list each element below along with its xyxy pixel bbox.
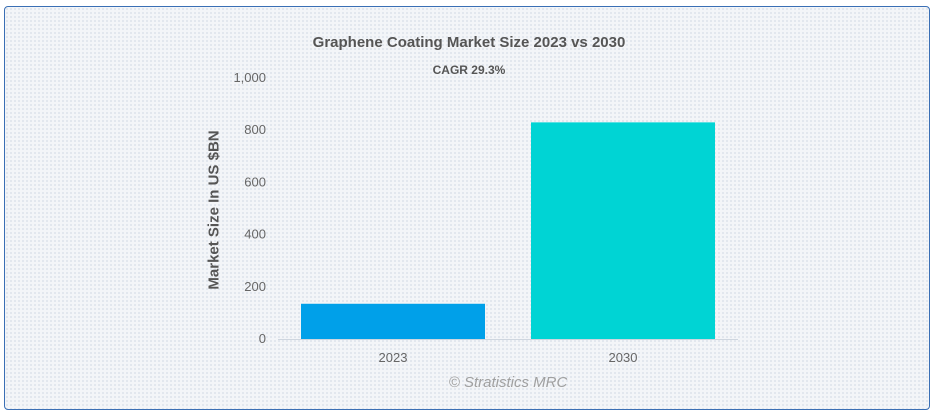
y-tick-label: 200: [244, 279, 266, 294]
y-axis-ticks: 0 200 400 600 800 1,000: [233, 70, 266, 346]
y-tick-label: 400: [244, 227, 266, 242]
y-tick-label: 0: [259, 331, 266, 346]
x-tick-label: 2023: [379, 350, 408, 365]
x-axis-ticks: 2023 2030: [379, 350, 638, 365]
y-tick-label: 600: [244, 174, 266, 189]
chart-subtitle: CAGR 29.3%: [432, 63, 506, 77]
y-tick-label: 1,000: [233, 70, 266, 85]
bars: [301, 122, 715, 340]
chart-title: Graphene Coating Market Size 2023 vs 203…: [312, 34, 626, 51]
chart-card: [4, 6, 930, 410]
x-tick-label: 2030: [609, 350, 638, 365]
watermark: © Stratistics MRC: [448, 374, 568, 391]
bar-2023: [301, 303, 485, 339]
bar-2030: [531, 122, 715, 340]
y-tick-label: 800: [244, 122, 266, 137]
